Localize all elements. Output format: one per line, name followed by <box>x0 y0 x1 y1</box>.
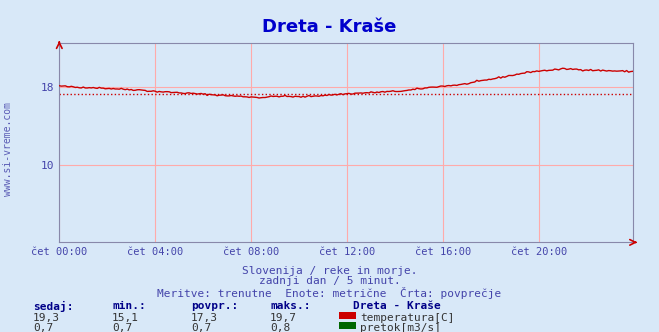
Text: Slovenija / reke in morje.: Slovenija / reke in morje. <box>242 266 417 276</box>
Text: temperatura[C]: temperatura[C] <box>360 313 455 323</box>
Text: 0,7: 0,7 <box>112 323 132 332</box>
Text: 0,7: 0,7 <box>33 323 53 332</box>
Text: povpr.:: povpr.: <box>191 301 239 311</box>
Text: Dreta - Kraše: Dreta - Kraše <box>353 301 440 311</box>
Text: maks.:: maks.: <box>270 301 310 311</box>
Text: 0,7: 0,7 <box>191 323 212 332</box>
Text: min.:: min.: <box>112 301 146 311</box>
Text: pretok[m3/s]: pretok[m3/s] <box>360 323 442 332</box>
Text: zadnji dan / 5 minut.: zadnji dan / 5 minut. <box>258 276 401 286</box>
Text: 19,3: 19,3 <box>33 313 60 323</box>
Text: 0,8: 0,8 <box>270 323 291 332</box>
Text: Meritve: trenutne  Enote: metrične  Črta: povprečje: Meritve: trenutne Enote: metrične Črta: … <box>158 287 501 299</box>
Text: 15,1: 15,1 <box>112 313 139 323</box>
Text: sedaj:: sedaj: <box>33 301 73 312</box>
Text: 17,3: 17,3 <box>191 313 218 323</box>
Text: 19,7: 19,7 <box>270 313 297 323</box>
Text: Dreta - Kraše: Dreta - Kraše <box>262 18 397 36</box>
Text: www.si-vreme.com: www.si-vreme.com <box>3 102 13 197</box>
